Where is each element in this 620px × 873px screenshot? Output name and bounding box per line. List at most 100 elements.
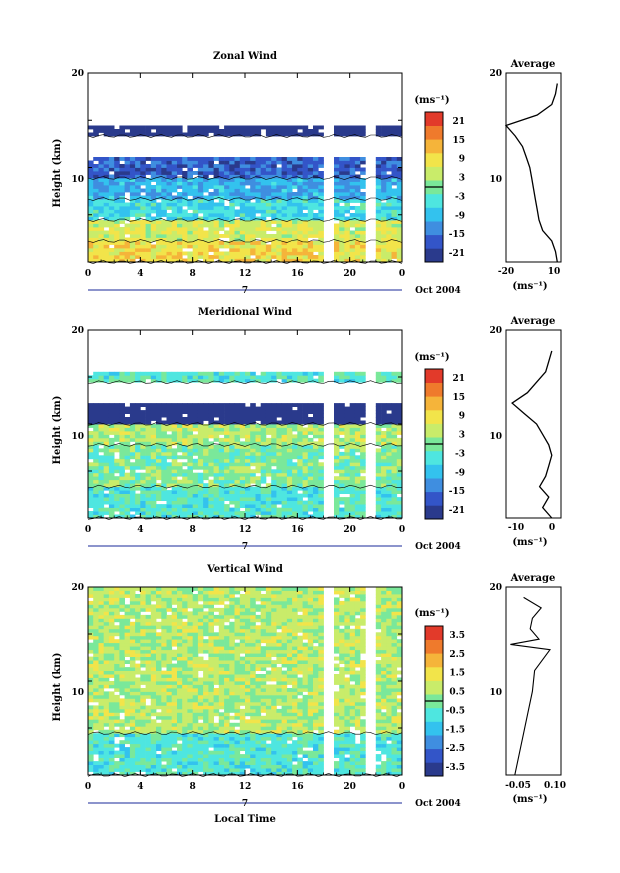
heatmap-cell xyxy=(135,171,141,175)
heatmap-cell xyxy=(129,167,136,172)
heatmap-cell xyxy=(354,441,361,446)
heatmap-cell xyxy=(334,413,340,418)
heatmap-cell xyxy=(354,427,361,432)
heatmap-cell xyxy=(156,747,162,751)
heatmap-cell xyxy=(344,185,350,189)
heatmap-cell xyxy=(177,486,183,491)
heatmap-cell xyxy=(88,621,94,626)
heatmap-cell xyxy=(187,178,193,182)
heatmap-cell xyxy=(140,472,146,477)
heatmap-cell xyxy=(114,493,120,498)
heatmap-cell xyxy=(182,202,188,207)
heatmap-cell xyxy=(171,771,178,776)
heatmap-cell xyxy=(203,761,209,765)
heatmap-cell xyxy=(229,234,235,238)
heatmap-cell xyxy=(313,241,319,245)
heatmap-cell xyxy=(250,458,256,463)
heatmap-cell xyxy=(255,164,262,168)
heatmap-cell xyxy=(187,227,193,231)
heatmap-cell xyxy=(360,444,366,449)
heatmap-cell xyxy=(108,743,115,748)
heatmap-cell xyxy=(197,413,204,418)
heatmap-cell xyxy=(276,237,282,242)
heatmap-cell xyxy=(297,500,303,505)
heatmap-cell xyxy=(218,181,225,186)
heatmap-cell xyxy=(145,486,152,491)
heatmap-cell xyxy=(208,413,214,418)
heatmap-cell xyxy=(354,199,361,203)
colorbar-tick-label: -9 xyxy=(455,211,465,221)
heatmap-cell xyxy=(187,667,193,671)
heatmap-cell xyxy=(192,178,199,182)
heatmap-cell xyxy=(339,417,345,421)
heatmap-cell xyxy=(135,764,141,769)
heatmap-cell xyxy=(161,722,167,727)
heatmap-cell xyxy=(349,431,356,435)
heatmap-cell xyxy=(313,451,319,456)
heatmap-cell xyxy=(360,227,366,231)
heatmap-cell xyxy=(114,660,120,664)
heatmap-cell xyxy=(124,420,131,425)
heatmap-cell xyxy=(307,476,314,481)
heatmap-cell xyxy=(119,719,125,724)
heatmap-cell xyxy=(129,628,136,633)
heatmap-cell xyxy=(286,167,293,172)
heatmap-cell xyxy=(93,444,99,449)
heatmap-cell xyxy=(229,493,235,498)
heatmap-cell xyxy=(239,167,246,172)
heatmap-cell xyxy=(161,213,167,217)
heatmap-cell xyxy=(334,378,340,383)
heatmap-cell xyxy=(187,244,193,249)
heatmap-cell xyxy=(150,472,157,477)
heatmap-cell xyxy=(281,483,288,488)
heatmap-cell xyxy=(313,195,319,200)
heatmap-cell xyxy=(255,195,262,200)
heatmap-cell xyxy=(318,223,324,228)
heatmap-cell xyxy=(135,653,141,657)
heatmap-cell xyxy=(150,764,157,769)
heatmap-cell xyxy=(187,708,193,713)
heatmap-cell xyxy=(260,476,267,481)
heatmap-cell xyxy=(375,251,382,256)
heatmap-cell xyxy=(260,458,267,463)
heatmap-cell xyxy=(375,157,382,161)
heatmap-cell xyxy=(255,234,262,238)
heatmap-cell xyxy=(166,646,173,651)
heatmap-cell xyxy=(344,427,350,432)
heatmap-cell xyxy=(313,227,319,231)
heatmap-cell xyxy=(93,241,99,245)
heatmap-cell xyxy=(224,181,230,186)
heatmap-cell xyxy=(93,607,99,612)
heatmap-cell xyxy=(208,157,214,161)
heatmap-cell xyxy=(114,129,120,133)
heatmap-cell xyxy=(135,476,141,481)
heatmap-cell xyxy=(129,185,136,189)
heatmap-cell xyxy=(276,441,282,446)
heatmap-cell xyxy=(182,216,188,221)
heatmap-cell xyxy=(386,255,392,259)
heatmap-cell xyxy=(140,708,146,713)
heatmap-cell xyxy=(93,722,99,727)
heatmap-cell xyxy=(271,431,277,435)
heatmap-cell xyxy=(166,674,173,678)
heatmap-cell xyxy=(129,493,136,498)
heatmap-cell xyxy=(166,479,173,484)
heatmap-cell xyxy=(354,129,361,133)
heatmap-cell xyxy=(129,171,136,175)
heatmap-cell xyxy=(224,255,230,259)
heatmap-cell xyxy=(114,378,120,383)
heatmap-cell xyxy=(98,417,105,421)
heatmap-cell xyxy=(108,768,115,772)
heatmap-cell xyxy=(124,750,131,755)
heatmap-cell xyxy=(192,451,199,456)
heatmap-cell xyxy=(250,424,256,428)
avg-x-label: (ms⁻¹) xyxy=(512,281,547,292)
heatmap-cell xyxy=(197,587,204,591)
heatmap-cell xyxy=(224,125,230,130)
heatmap-cell xyxy=(140,719,146,724)
heatmap-cell xyxy=(140,493,146,498)
heatmap-cell xyxy=(103,500,110,505)
heatmap-cell xyxy=(197,202,204,207)
heatmap-cell xyxy=(177,639,183,644)
heatmap-cell xyxy=(103,590,110,595)
